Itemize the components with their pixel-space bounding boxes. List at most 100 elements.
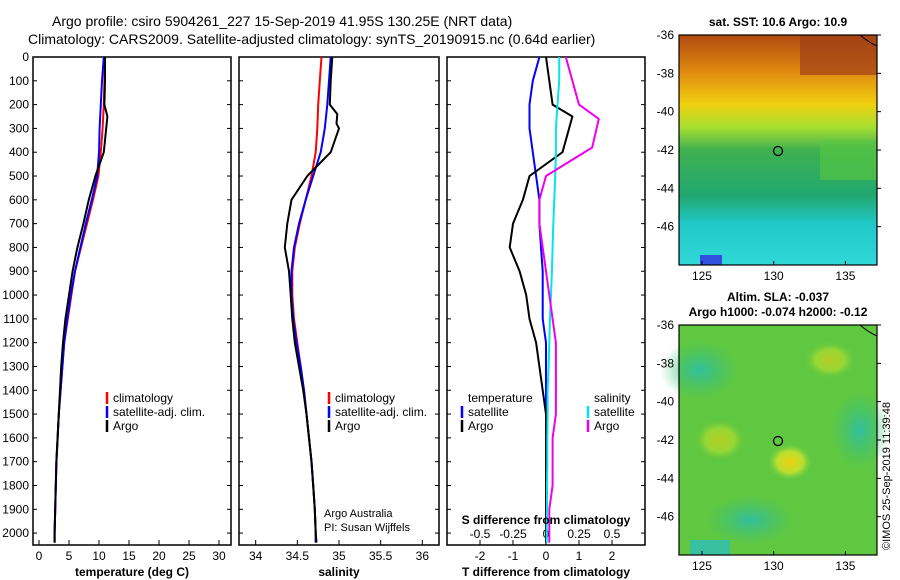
lat-tick-label: -46	[657, 220, 675, 234]
sst-cold-patch	[700, 255, 722, 265]
temperature-lines	[53, 56, 109, 543]
credit-line1: Argo Australia	[324, 508, 393, 520]
temperature-axis-label: temperature (deg C)	[75, 565, 189, 579]
legend-climatology: climatology	[113, 391, 173, 405]
depth-axis: 0 100 200 300 400 500 600 700 800 900 1000 1100 1200…	[2, 50, 645, 540]
lon-tick-label: 135	[835, 269, 855, 283]
depth-tick-label: 800	[9, 240, 29, 254]
legend-t-satellite: satellite	[468, 405, 509, 419]
temperature-x-axis: 0 5 10 15 20 25 30	[36, 540, 226, 563]
depth-tick-label: 1200	[2, 336, 29, 350]
legend-t-argo: Argo	[468, 419, 494, 433]
figure-title-line2: Climatology: CARS2009. Satellite-adjuste…	[28, 31, 595, 47]
legend-climatology: climatology	[335, 391, 395, 405]
sst-map: -36 -38 -40 -42 -44 -46 125 130 135	[657, 28, 881, 283]
lat-tick-label: -40	[657, 105, 675, 119]
legend-s-argo: Argo	[594, 419, 620, 433]
x-tick-label: 36	[416, 549, 430, 563]
lat-tick-label: -42	[657, 433, 675, 447]
lat-tick-label: -46	[657, 510, 675, 524]
depth-tick-label: 500	[9, 169, 29, 183]
x-tick-label: 0	[36, 549, 43, 563]
x-tick-label: 34.5	[286, 549, 310, 563]
legend-s-satellite: satellite	[594, 405, 635, 419]
series-line-t-satellite	[528, 56, 547, 543]
lat-tick-label: -36	[657, 28, 675, 42]
legend-satellite: satellite-adj. clim.	[113, 405, 205, 419]
x-tick-label: 25	[182, 549, 196, 563]
lat-tick-label: -36	[657, 318, 675, 332]
sla-lat-ticks: -36 -38 -40 -42 -44 -46	[657, 318, 881, 524]
sst-map-title: sat. SST: 10.6 Argo: 10.9	[709, 15, 848, 29]
depth-tick-label: 0	[22, 50, 29, 64]
figure-title-line1: Argo profile: csiro 5904261_227 15-Sep-2…	[52, 13, 512, 29]
x-tick-label: 2	[609, 549, 616, 563]
legend-temperature-heading: temperature	[468, 391, 533, 405]
depth-tick-label: 1700	[2, 455, 29, 469]
x-tick-label: 10	[92, 549, 106, 563]
salinity-lines	[283, 56, 340, 543]
depth-tick-label: 1300	[2, 359, 29, 373]
x-tick-label: 20	[152, 549, 166, 563]
sla-map-title2: Argo h1000: -0.074 h2000: -0.12	[689, 305, 868, 319]
sla-map-title1: Altim. SLA: -0.037	[727, 290, 829, 304]
sst-warm-patch	[800, 35, 877, 75]
sla-lon-ticks: 125 130 135	[692, 551, 856, 573]
x-tick-label: 1	[576, 549, 583, 563]
lat-tick-label: -44	[657, 181, 675, 195]
depth-tick-label: 1400	[2, 383, 29, 397]
series-line-argo	[53, 57, 109, 543]
difference-legend: temperature satellite Argo salinity sate…	[460, 391, 635, 433]
sst-coastline	[859, 34, 878, 47]
s-diff-tick-label: 0.5	[604, 527, 621, 541]
lat-tick-label: -40	[657, 395, 675, 409]
t-difference-axis-label: T difference from climatology	[462, 565, 630, 579]
series-line-climatology	[291, 56, 323, 543]
salinity-x-axis: 34 34.5 35 35.5 36	[249, 540, 429, 563]
series-line-argo	[283, 56, 340, 543]
temperature-panel	[32, 56, 232, 546]
depth-tick-label: 700	[9, 217, 29, 231]
lat-tick-label: -42	[657, 143, 675, 157]
sla-high-patch	[768, 444, 812, 480]
salinity-legend: climatology satellite-adj. clim. Argo	[327, 391, 427, 433]
series-line-s-argo	[538, 56, 600, 543]
s-difference-axis-label: S difference from climatology	[462, 513, 631, 527]
salinity-axis-label: salinity	[318, 565, 360, 579]
series-line-climatology	[53, 56, 106, 543]
depth-tick-label: 600	[9, 193, 29, 207]
x-tick-label: -2	[475, 549, 486, 563]
x-tick-label: 34	[249, 549, 263, 563]
imos-timestamp: ©IMOS 25-Sep-2019 11:39:48	[881, 402, 893, 550]
sla-coastline	[859, 324, 878, 337]
depth-tick-label: 1900	[2, 502, 29, 516]
depth-tick-label: 1600	[2, 431, 29, 445]
sst-lat-ticks: -36 -38 -40 -42 -44 -46	[657, 28, 881, 234]
sla-low-patch	[690, 540, 730, 555]
depth-tick-label: 1000	[2, 288, 29, 302]
depth-tick-label: 1800	[2, 478, 29, 492]
sla-high-patch	[805, 342, 855, 378]
series-line-satellite-adj-clim-	[53, 56, 105, 543]
x-tick-label: 30	[212, 549, 226, 563]
lon-tick-label: 130	[764, 559, 784, 573]
lat-tick-label: -38	[657, 356, 675, 370]
sla-low-patch	[705, 495, 795, 545]
sst-lon-ticks: 125 130 135	[692, 261, 856, 283]
lon-tick-label: 125	[692, 559, 712, 573]
legend-salinity-heading: salinity	[594, 391, 631, 405]
depth-tick-label: 1500	[2, 407, 29, 421]
temperature-legend: climatology satellite-adj. clim. Argo	[105, 391, 205, 433]
x-tick-label: 35.5	[369, 549, 393, 563]
depth-tick-label: 400	[9, 145, 29, 159]
s-diff-tick-label: 0.25	[567, 527, 591, 541]
sla-low-patch	[830, 390, 890, 470]
sst-argo-location-marker	[772, 145, 784, 157]
depth-tick-label: 1100	[3, 312, 29, 326]
x-tick-label: 35	[332, 549, 346, 563]
legend-argo: Argo	[335, 419, 361, 433]
x-tick-label: 0	[543, 549, 550, 563]
depth-tick-label: 200	[9, 98, 29, 112]
depth-tick-label: 300	[9, 121, 29, 135]
lon-tick-label: 135	[835, 559, 855, 573]
